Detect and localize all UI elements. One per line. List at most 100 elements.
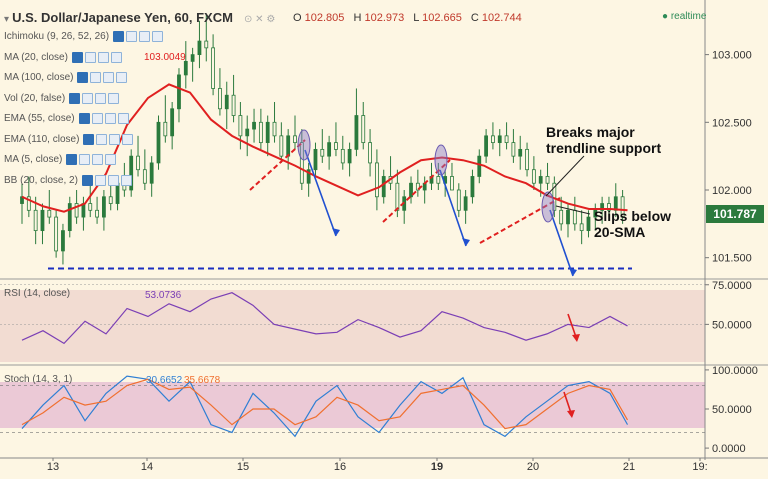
candle-body — [313, 148, 318, 171]
candle-body — [108, 196, 113, 204]
indicator-buttons[interactable] — [113, 31, 164, 42]
eye-icon[interactable] — [77, 72, 89, 83]
stoch-k-value: 30.6652 — [146, 375, 183, 386]
collapse-icon[interactable]: ▾ — [4, 14, 10, 25]
settings-icon[interactable] — [95, 92, 107, 104]
candle-body — [286, 135, 291, 157]
candle-body — [177, 74, 181, 110]
settings-icon[interactable] — [116, 72, 128, 83]
settings-icon[interactable] — [97, 51, 109, 63]
trendline-drawing — [382, 159, 451, 223]
settings-icon[interactable] — [82, 92, 94, 104]
settings-icon[interactable] — [122, 133, 134, 145]
grid — [0, 0, 768, 460]
candle-body — [183, 60, 188, 76]
settings-icon[interactable] — [79, 154, 91, 165]
candle-body — [218, 88, 222, 110]
indicator-row[interactable]: MA (20, close) — [4, 51, 122, 63]
indicator-buttons[interactable] — [69, 92, 120, 104]
settings-icon[interactable] — [110, 51, 122, 63]
candle-body — [74, 203, 79, 218]
candle-body — [320, 148, 325, 157]
settings-icon[interactable] — [92, 154, 104, 165]
eye-icon[interactable] — [69, 92, 81, 104]
eye-icon[interactable] — [71, 51, 83, 63]
candle-body — [415, 182, 420, 191]
symbol-title: U.S. Dollar/Japanese Yen, 60, FXCM — [12, 10, 233, 25]
rsi-line — [21, 292, 628, 345]
indicator-buttons[interactable] — [83, 133, 134, 145]
settings-icon[interactable] — [90, 72, 102, 83]
indicator-buttons[interactable] — [81, 174, 132, 186]
candles — [20, 14, 625, 265]
candle-body — [559, 209, 564, 225]
candle-body — [347, 148, 352, 164]
settings-icon[interactable] — [94, 174, 106, 186]
settings-icon[interactable] — [84, 51, 96, 63]
candle-body — [149, 162, 154, 184]
indicator-row[interactable]: Ichimoku (9, 26, 52, 26) — [4, 31, 164, 42]
settings-icon[interactable] — [105, 154, 117, 165]
indicator-row[interactable]: EMA (55, close) — [4, 113, 129, 124]
header: ▾ U.S. Dollar/Japanese Yen, 60, FXCM ⊙ ✕… — [4, 10, 275, 25]
indicator-row[interactable]: BB (20, close, 2) — [4, 174, 132, 186]
indicator-arrow-head — [572, 334, 580, 342]
indicator-label: BB (20, close, 2) — [4, 174, 78, 186]
time-axis-label: 19: — [692, 461, 707, 473]
candle-body — [409, 182, 413, 198]
candle-body — [170, 108, 175, 137]
settings-icon[interactable] — [107, 174, 119, 186]
eye-icon[interactable] — [66, 154, 78, 165]
indicator-label: Vol (20, false) — [4, 92, 66, 104]
candle-body — [95, 209, 99, 218]
indicator-row[interactable]: MA (5, close) — [4, 154, 117, 165]
candle-body — [456, 189, 461, 211]
arrow-drawing — [304, 149, 337, 237]
indicator-row[interactable]: EMA (110, close) — [4, 133, 134, 145]
callout-line — [555, 205, 591, 215]
indicator-label: EMA (110, close) — [4, 133, 80, 145]
candle-body — [374, 162, 379, 198]
stoch-k-line — [21, 375, 629, 438]
indicator-row[interactable]: MA (100, close) — [4, 72, 128, 83]
time-axis-label: 16 — [334, 461, 346, 473]
indicator-row[interactable]: Vol (20, false) — [4, 92, 120, 104]
time-axis-label: 19 — [431, 461, 443, 473]
settings-icon[interactable] — [117, 113, 129, 124]
candle-body — [293, 135, 297, 144]
settings-icon[interactable] — [96, 133, 108, 145]
settings-icon[interactable] — [91, 113, 103, 124]
eye-icon[interactable] — [113, 31, 125, 42]
callout-line — [545, 155, 585, 197]
settings-icon[interactable] — [120, 174, 132, 186]
eye-icon[interactable] — [78, 113, 90, 124]
legend-buttons[interactable]: ⊙ ✕ ⚙ — [244, 14, 276, 25]
highlight-ellipse — [541, 191, 555, 223]
candle-body — [252, 121, 256, 130]
settings-icon[interactable] — [108, 92, 120, 104]
indicator-buttons[interactable] — [66, 154, 117, 165]
stoch-d-value: 35.6678 — [184, 375, 221, 386]
candle-body — [61, 230, 65, 252]
candle-body — [136, 155, 140, 171]
candle-body — [245, 128, 250, 137]
eye-icon[interactable] — [83, 133, 95, 145]
arrow-drawing — [439, 169, 467, 247]
settings-icon[interactable] — [109, 133, 121, 145]
candle-body — [620, 196, 625, 218]
settings-icon[interactable] — [126, 31, 138, 42]
candle-body — [340, 148, 345, 164]
candle-body — [327, 142, 332, 157]
eye-icon[interactable] — [81, 174, 93, 186]
indicator-buttons[interactable] — [78, 113, 129, 124]
settings-icon[interactable] — [103, 72, 115, 83]
candle-body — [33, 209, 38, 232]
candle-body — [334, 142, 338, 150]
settings-icon[interactable] — [152, 31, 164, 42]
settings-icon[interactable] — [104, 113, 116, 124]
indicator-buttons[interactable] — [77, 72, 128, 83]
indicator-buttons[interactable] — [71, 51, 122, 63]
candle-body — [607, 203, 611, 211]
settings-icon[interactable] — [139, 31, 151, 42]
